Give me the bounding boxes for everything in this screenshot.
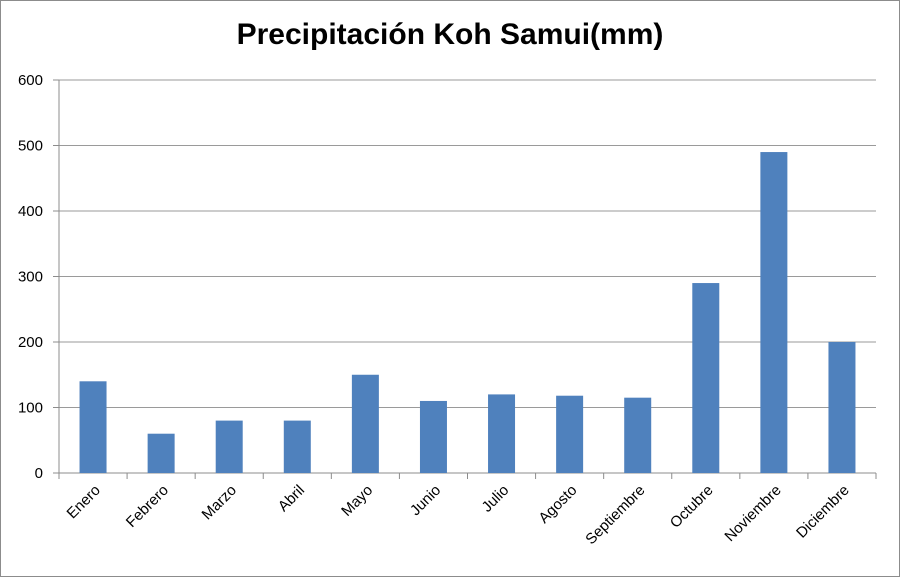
y-tick-label: 100 <box>18 400 43 417</box>
x-tick-label: Diciembre <box>793 482 853 542</box>
bar-agosto <box>556 395 584 473</box>
y-tick-label: 200 <box>18 334 43 351</box>
x-tick-label: Marzo <box>199 482 240 523</box>
bar-febrero <box>147 433 175 473</box>
x-tick-label: Mayo <box>338 482 376 520</box>
bar-mayo <box>351 374 379 473</box>
bar-abril <box>283 420 311 473</box>
y-tick-label: 0 <box>35 465 43 482</box>
x-axis: Enero Febrero Marzo Abril Mayo Junio Julio Agos… <box>58 473 877 548</box>
x-tick-label: Febrero <box>123 482 172 531</box>
bar-enero <box>79 381 107 473</box>
x-tick-label: Enero <box>64 482 104 522</box>
y-tick-label: 500 <box>18 138 43 155</box>
y-tick-label: 400 <box>18 203 43 220</box>
x-tick-label: Octubre <box>667 482 717 532</box>
bar-septiembre <box>624 397 652 473</box>
bar-octubre <box>692 283 720 473</box>
bar-diciembre <box>828 342 856 473</box>
x-tick-label: Agosto <box>535 482 580 527</box>
x-tick-label: Junio <box>407 482 444 519</box>
x-tick-label: Septiembre <box>582 482 648 548</box>
x-tick-label: Julio <box>479 482 513 516</box>
y-tick-label: 600 <box>18 72 43 89</box>
bar-junio <box>419 400 447 473</box>
x-tick-label: Noviembre <box>721 482 784 545</box>
bar-marzo <box>215 420 243 473</box>
x-tick-label: Abril <box>275 482 308 515</box>
gridlines <box>53 79 876 474</box>
chart-title: Precipitación Koh Samui(mm) <box>236 18 664 51</box>
y-tick-label: 300 <box>18 269 43 286</box>
bar-julio <box>488 394 516 473</box>
bar-noviembre <box>760 152 788 474</box>
bars <box>79 152 856 474</box>
y-axis: 0 100 200 300 400 500 600 <box>18 72 60 482</box>
